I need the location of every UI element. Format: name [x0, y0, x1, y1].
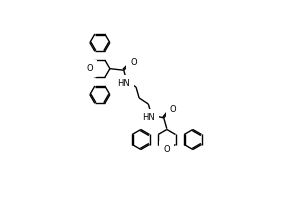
Text: O: O	[170, 105, 176, 114]
Text: O: O	[86, 64, 93, 73]
Text: HN: HN	[117, 79, 130, 88]
Text: O: O	[130, 58, 137, 67]
Text: O: O	[164, 145, 170, 154]
Text: HN: HN	[142, 113, 155, 122]
